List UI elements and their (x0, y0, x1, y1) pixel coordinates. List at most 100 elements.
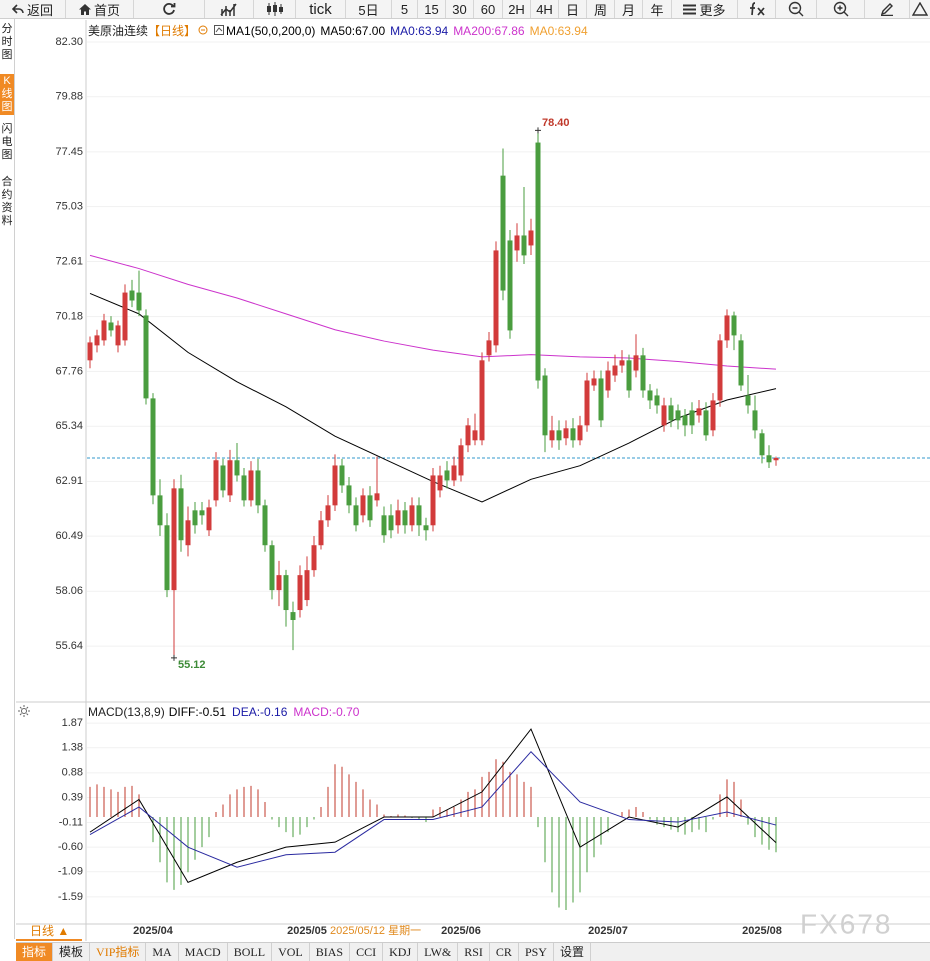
candle-body (500, 175, 506, 291)
candle-body (745, 395, 751, 406)
x-tick-label: 2025/05 (287, 925, 327, 937)
candle-body (479, 360, 485, 441)
indicator-tab[interactable]: VIP指标 (90, 943, 147, 961)
home-button[interactable]: 首页 (66, 0, 134, 18)
button-label: 首页 (93, 2, 120, 18)
cursor-date: 2025/05/12 星期一 (330, 924, 421, 937)
indicator-button[interactable] (254, 0, 296, 18)
candle-body (521, 235, 527, 256)
candle-body (199, 510, 205, 516)
sidebar-tab-active[interactable]: K线图 (0, 74, 14, 115)
indicator-tab[interactable]: BOLL (228, 943, 273, 961)
candle-body (122, 292, 128, 341)
indicator-tab[interactable]: KDJ (383, 943, 419, 961)
legend: DIFF:-0.51 DEA:-0.16 MACD:-0.70 (169, 705, 366, 719)
legend-item: DIFF:-0.51 (168, 705, 227, 719)
indicator-tab[interactable]: MACD (179, 943, 228, 961)
indicator-tab[interactable]: MA (146, 943, 179, 961)
ma-icon[interactable] (214, 25, 225, 35)
indicator-tab[interactable]: PSY (519, 943, 554, 961)
candle-body (689, 410, 695, 426)
back-button[interactable]: 返回 (0, 0, 66, 18)
indicator-tab[interactable]: 指标 (16, 943, 54, 961)
candle-body (325, 505, 331, 521)
candle-body (717, 340, 723, 401)
legend: MA1(50,0,200,0) MA50:67.00 MA0:63.94 MA200:… (226, 24, 593, 38)
legend-item: MA0:63.94 (390, 24, 449, 38)
zoom-in-button[interactable] (817, 0, 865, 18)
y-tick-label: -1.59 (58, 891, 83, 903)
chart-type-button[interactable] (205, 0, 254, 18)
zoom-out-button[interactable] (776, 0, 817, 18)
period-button[interactable]: 30 (446, 0, 474, 18)
candle-body (542, 375, 548, 436)
candle-body (430, 475, 436, 526)
candle-body (276, 575, 282, 591)
draw-button[interactable] (865, 0, 910, 18)
menu-icon (683, 4, 697, 14)
indicator-tab[interactable]: CCI (350, 943, 384, 961)
period-button[interactable]: 15 (418, 0, 446, 18)
indicator-tab[interactable]: CR (490, 943, 519, 961)
y-tick-label: 58.06 (55, 585, 83, 597)
sidebar-tab[interactable]: 合约资料 (1, 176, 13, 227)
chart-header: 美原油连续【日线】 MA1(50,0,200,0) MA50:67.00 MA0:63… (88, 22, 598, 39)
tick-button[interactable]: tick (296, 0, 346, 18)
indicator-tab[interactable]: VOL (272, 943, 310, 961)
period-button[interactable]: 5日 (346, 0, 392, 18)
candle-body (374, 493, 380, 501)
candle-body (458, 445, 464, 476)
period-button[interactable]: 日 (559, 0, 587, 18)
more-button[interactable]: 更多 (672, 0, 738, 18)
candle-body (640, 355, 646, 391)
candle-body (318, 520, 324, 546)
macd-settings-icon[interactable] (18, 705, 30, 717)
y-tick-label: 67.76 (55, 365, 83, 377)
y-tick-label: -0.60 (58, 841, 83, 853)
candle-body (759, 433, 765, 456)
period-selector[interactable]: 日线 ▲ (30, 924, 69, 938)
shape-button[interactable] (910, 0, 930, 18)
period-button[interactable]: 5 (392, 0, 418, 18)
candle-body (129, 290, 135, 301)
y-tick-label: 60.49 (55, 530, 83, 542)
period-button[interactable]: 月 (615, 0, 643, 18)
indicator-tab[interactable]: LW& (418, 943, 459, 961)
period-button[interactable]: 周 (587, 0, 615, 18)
period-button[interactable]: 60 (474, 0, 503, 18)
extreme-marker (171, 654, 177, 661)
period-button[interactable]: 2H (503, 0, 531, 18)
home-icon (78, 3, 91, 15)
bars-icon (266, 2, 283, 16)
candle-body (178, 488, 184, 541)
period-button[interactable]: 年 (643, 0, 672, 18)
candle-body (381, 515, 387, 536)
indicator-tab[interactable]: 设置 (554, 943, 591, 961)
zoom-in-icon (833, 1, 848, 17)
toolbar: 返回 首页 tick 5日 5 15 30 60 2H 4H 日 周 月 年 更… (0, 0, 930, 19)
candle-body (290, 612, 296, 621)
sidebar-tab[interactable]: 闪电图 (1, 123, 13, 161)
refresh-button[interactable] (134, 0, 205, 18)
candle-body (584, 380, 590, 426)
indicator-tab[interactable]: 模板 (53, 943, 91, 961)
formula-button[interactable] (738, 0, 776, 18)
sidebar-tab[interactable]: 分时图 (1, 23, 13, 61)
period-button[interactable]: 4H (531, 0, 559, 18)
macd-header: MACD(13,8,9) DIFF:-0.51 DEA:-0.16 MACD:-0.7… (88, 705, 371, 719)
indicator-tab[interactable]: RSI (458, 943, 490, 961)
candle-body (220, 465, 226, 491)
candle-body (626, 360, 632, 391)
settings-icon[interactable] (198, 25, 208, 35)
candle-body (241, 475, 247, 501)
legend-item: MACD:-0.70 (293, 705, 360, 719)
candle-body (248, 470, 254, 501)
candle-body (213, 460, 219, 501)
candle-body (570, 428, 576, 441)
y-tick-label: 82.30 (55, 36, 83, 48)
candle-body (353, 505, 359, 526)
indicator-tab[interactable]: BIAS (310, 943, 351, 961)
candle-body (234, 460, 240, 476)
